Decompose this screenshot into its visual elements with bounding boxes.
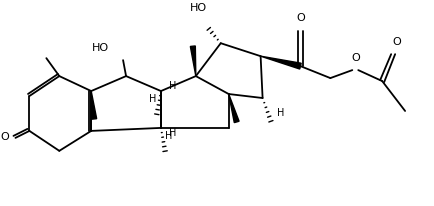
Text: HO: HO [190,3,207,13]
Text: O: O [296,13,304,23]
Polygon shape [91,91,96,119]
Text: HO: HO [92,43,109,53]
Text: O: O [350,53,359,63]
Text: O: O [392,37,401,47]
Text: H: H [149,94,156,104]
Polygon shape [228,94,239,123]
Text: H: H [168,81,176,91]
Polygon shape [260,56,300,69]
Text: H: H [276,108,283,118]
Text: H: H [165,131,172,141]
Text: O: O [1,132,10,142]
Text: H: H [168,128,176,138]
Polygon shape [190,46,195,76]
